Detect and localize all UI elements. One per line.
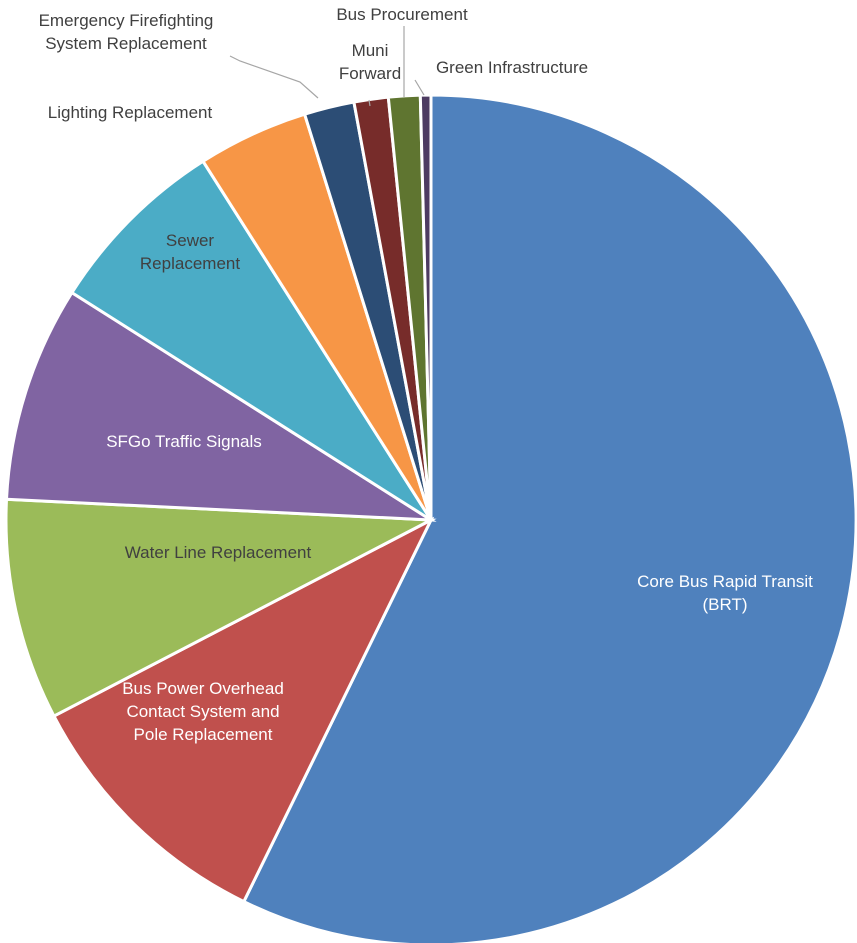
slice-label-line: Sewer: [166, 231, 215, 250]
slice-label-7: Muni Forward: [339, 41, 401, 83]
slice-label-9: Green Infrastructure: [436, 58, 588, 77]
leader-lines: [229, 26, 425, 107]
slice-label-line: Bus Procurement: [336, 5, 468, 24]
pie-slice-0: [241, 93, 857, 943]
pie-slice-1: [51, 516, 435, 904]
leader-line-9: [414, 79, 425, 96]
slice-label-6: Emergency Firefighting System Replacement: [39, 11, 214, 53]
pie-slice-4: [69, 159, 433, 522]
slice-label-line: Emergency Firefighting: [39, 11, 214, 30]
slice-label-2: Water Line Replacement: [125, 543, 312, 562]
slice-label-3: SFGo Traffic Signals: [106, 432, 262, 451]
slice-label-line: Bus Power Overhead: [122, 679, 284, 698]
slice-label-line: Green Infrastructure: [436, 58, 588, 77]
slice-label-line: Lighting Replacement: [48, 103, 213, 122]
slice-labels: Core Bus Rapid Transit (BRT) Bus Power Ove…: [39, 5, 814, 744]
slice-label-line: System Replacement: [45, 34, 207, 53]
pie-slice-2: [4, 497, 437, 719]
slice-label-line: Forward: [339, 64, 401, 83]
pie-slice-3: [4, 290, 437, 522]
slice-label-line: Core Bus Rapid Transit: [637, 572, 813, 591]
slice-label-0: Core Bus Rapid Transit (BRT): [637, 572, 813, 614]
pie-slices: [4, 93, 857, 943]
slice-label-line: Water Line Replacement: [125, 543, 312, 562]
slice-label-line: Contact System and: [126, 702, 279, 721]
slice-label-line: Muni: [352, 41, 389, 60]
leader-line-7: [368, 99, 371, 107]
slice-label-5: Lighting Replacement: [48, 103, 213, 122]
slice-label-line: Replacement: [140, 254, 240, 273]
slice-label-line: Pole Replacement: [134, 725, 273, 744]
slice-label-4: Sewer Replacement: [140, 231, 240, 273]
slice-label-8: Bus Procurement: [336, 5, 468, 24]
pie-slice-9: [418, 93, 433, 521]
slice-label-line: SFGo Traffic Signals: [106, 432, 262, 451]
slice-label-1: Bus Power Overhead Contact System and Pole…: [122, 679, 284, 744]
leader-line-6: [229, 55, 319, 99]
slice-label-line: (BRT): [702, 595, 747, 614]
